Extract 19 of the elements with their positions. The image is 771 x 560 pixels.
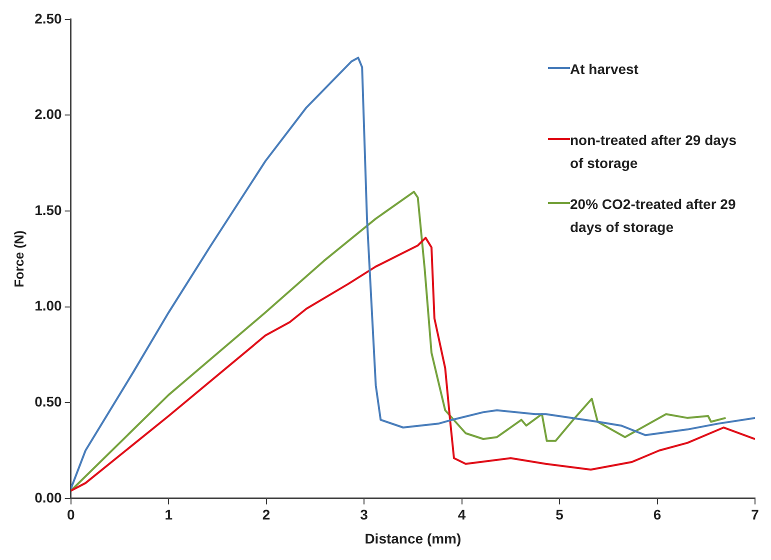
legend-label: 20% CO2-treated after 29 days of storage — [570, 195, 737, 237]
x-tick-label: 6 — [653, 506, 662, 523]
legend-label: At harvest — [570, 60, 638, 79]
x-tick-label: 4 — [458, 506, 466, 523]
y-tick-label: 2.00 — [34, 106, 62, 122]
x-tick-label: 1 — [164, 506, 173, 523]
y-tick-label: 0.00 — [34, 489, 62, 506]
x-tick-label: 0 — [66, 506, 75, 523]
y-tick-label: 0.50 — [34, 393, 62, 410]
y-tick-label: 1.00 — [34, 298, 62, 314]
x-axis-title: Distance (mm) — [364, 530, 462, 546]
y-axis-title: Force (N) — [11, 230, 26, 288]
x-tick-label: 7 — [751, 506, 760, 523]
x-tick-label: 5 — [556, 506, 564, 523]
y-tick-label: 1.50 — [34, 202, 62, 218]
legend-label: non-treated after 29 days of storage — [570, 131, 738, 173]
x-tick-label: 2 — [262, 506, 270, 523]
x-tick-label: 3 — [360, 506, 368, 523]
y-tick-label: 2.50 — [34, 10, 62, 26]
